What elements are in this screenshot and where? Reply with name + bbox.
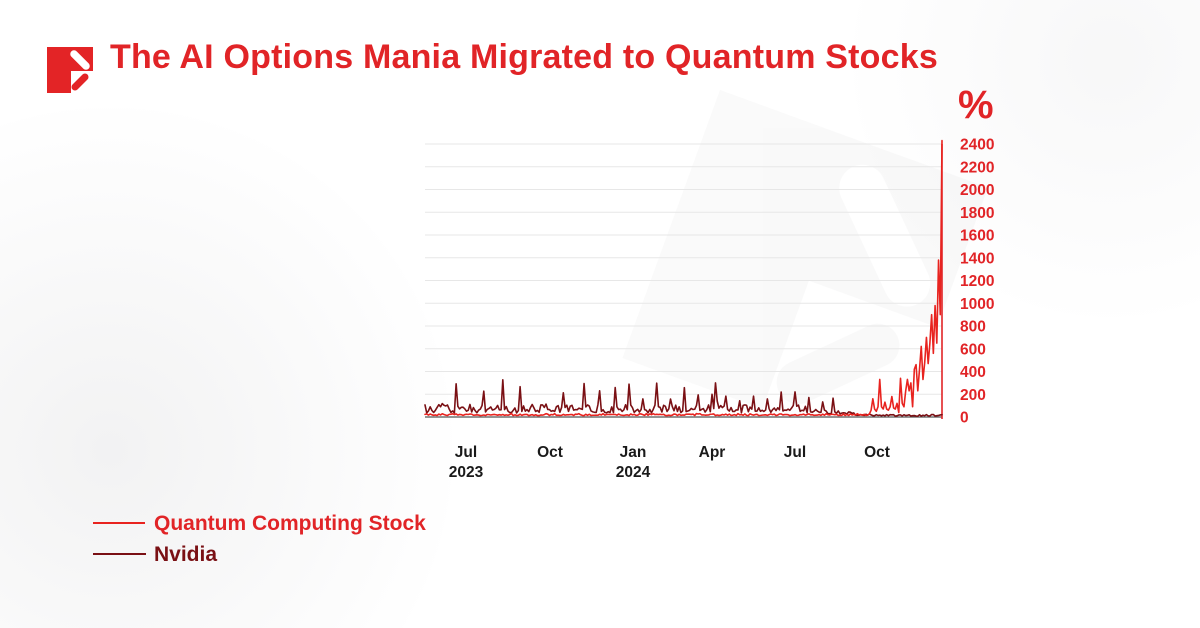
- svg-text:2000: 2000: [960, 182, 994, 199]
- svg-text:800: 800: [960, 319, 986, 336]
- svg-text:Jul: Jul: [455, 444, 477, 461]
- svg-text:2023: 2023: [449, 464, 484, 481]
- svg-text:%: %: [958, 83, 994, 127]
- svg-text:Jul: Jul: [784, 444, 806, 461]
- svg-text:1200: 1200: [960, 273, 994, 290]
- svg-text:400: 400: [960, 364, 986, 381]
- svg-text:1000: 1000: [960, 296, 994, 313]
- svg-text:Apr: Apr: [699, 444, 726, 461]
- svg-text:Nvidia: Nvidia: [154, 543, 217, 566]
- svg-text:1400: 1400: [960, 250, 994, 267]
- svg-text:Quantum Computing Stock: Quantum Computing Stock: [154, 512, 426, 535]
- svg-text:600: 600: [960, 341, 986, 358]
- svg-text:2024: 2024: [616, 464, 651, 481]
- svg-text:1600: 1600: [960, 228, 994, 245]
- svg-text:2400: 2400: [960, 137, 994, 154]
- svg-text:2200: 2200: [960, 159, 994, 176]
- svg-text:Oct: Oct: [537, 444, 563, 461]
- svg-text:0: 0: [960, 410, 969, 427]
- svg-text:Jan: Jan: [620, 444, 647, 461]
- svg-text:Oct: Oct: [864, 444, 890, 461]
- svg-text:1800: 1800: [960, 205, 994, 222]
- svg-text:200: 200: [960, 387, 986, 404]
